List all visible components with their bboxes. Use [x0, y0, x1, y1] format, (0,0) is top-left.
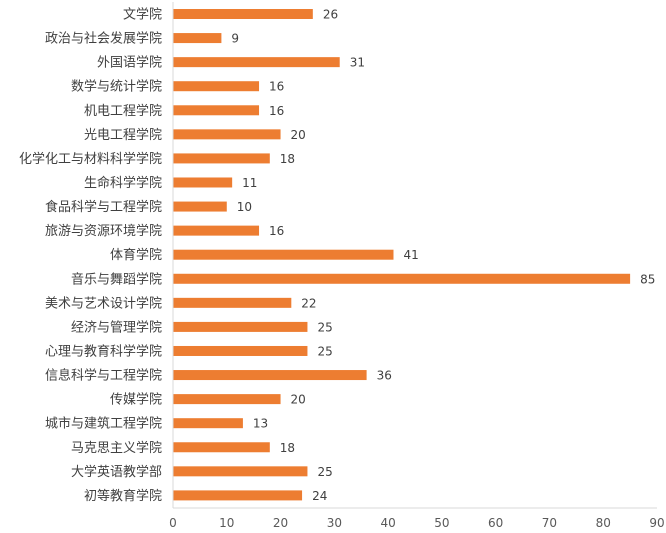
category-label: 体育学院: [110, 247, 162, 263]
data-label: 25: [317, 320, 332, 334]
data-label: 9: [231, 32, 239, 46]
category-label: 数学与统计学院: [71, 79, 162, 95]
data-label: 25: [317, 344, 332, 358]
category-label: 机电工程学院: [84, 103, 162, 119]
bar: [173, 273, 631, 284]
category-label: 旅游与资源环境学院: [45, 223, 162, 239]
data-label: 31: [350, 56, 365, 70]
x-tick-label: 90: [649, 516, 664, 530]
data-label: 36: [377, 369, 392, 383]
data-label: 10: [237, 200, 252, 214]
bar: [173, 105, 260, 116]
category-label: 化学化工与材料科学学院: [19, 151, 162, 167]
category-label: 心理与教育科学学院: [45, 343, 162, 359]
category-label: 信息科学与工程学院: [45, 368, 162, 384]
bar: [173, 370, 367, 381]
data-label: 24: [312, 489, 327, 503]
category-label: 初等教育学院: [84, 488, 162, 504]
category-label: 美术与艺术设计学院: [45, 295, 162, 311]
category-labels: 文学院政治与社会发展学院外国语学院数学与统计学院机电工程学院光电工程学院化学化工…: [19, 7, 162, 504]
data-label: 25: [317, 465, 332, 479]
x-tick-label: 10: [219, 516, 234, 530]
category-label: 大学英语教学部: [71, 464, 162, 480]
x-tick-label: 50: [434, 516, 449, 530]
bar: [173, 201, 227, 212]
data-label: 18: [280, 441, 295, 455]
category-label: 光电工程学院: [84, 127, 162, 143]
data-label: 16: [269, 80, 284, 94]
data-label: 26: [323, 8, 338, 22]
bar: [173, 33, 222, 44]
bar: [173, 81, 260, 92]
data-label: 16: [269, 104, 284, 118]
x-tick-label: 20: [273, 516, 288, 530]
x-tick-label: 60: [488, 516, 503, 530]
bar: [173, 249, 394, 260]
data-label: 20: [291, 393, 306, 407]
data-label: 22: [301, 296, 316, 310]
category-label: 政治与社会发展学院: [45, 31, 162, 47]
x-tick-label: 40: [380, 516, 395, 530]
category-label: 马克思主义学院: [71, 440, 162, 456]
bar: [173, 129, 281, 140]
bar: [173, 297, 292, 308]
category-label: 传媒学院: [110, 392, 162, 408]
category-label: 外国语学院: [97, 55, 162, 71]
bar: [173, 177, 233, 188]
x-tick-label: 70: [542, 516, 557, 530]
category-label: 文学院: [123, 7, 162, 23]
category-label: 音乐与舞蹈学院: [71, 271, 162, 287]
x-tick-label: 30: [327, 516, 342, 530]
data-label: 11: [242, 176, 257, 190]
x-tick-label: 80: [596, 516, 611, 530]
data-label: 41: [403, 248, 418, 262]
bars-layer: [173, 9, 631, 501]
bar: [173, 466, 308, 477]
category-label: 城市与建筑工程学院: [45, 416, 162, 432]
bar: [173, 225, 260, 236]
data-label: 85: [640, 272, 655, 286]
data-label: 16: [269, 224, 284, 238]
x-tick-label: 0: [169, 516, 177, 530]
bar: [173, 321, 308, 332]
bar: [173, 57, 340, 68]
bar: [173, 153, 270, 164]
value-labels: 2693116162018111016418522252536201318252…: [231, 8, 655, 503]
bar: [173, 9, 313, 19]
bar: [173, 345, 308, 356]
data-label: 18: [280, 152, 295, 166]
bar: [173, 394, 281, 405]
data-label: 13: [253, 417, 268, 431]
bar: [173, 490, 303, 501]
bar: [173, 418, 243, 429]
bar: [173, 442, 270, 453]
category-label: 食品科学与工程学院: [45, 199, 162, 215]
data-label: 20: [291, 128, 306, 142]
x-axis: 0 10 20 30 40 50 60 70 80 90: [169, 2, 665, 530]
category-label: 经济与管理学院: [71, 319, 162, 335]
category-label: 生命科学学院: [84, 175, 162, 191]
